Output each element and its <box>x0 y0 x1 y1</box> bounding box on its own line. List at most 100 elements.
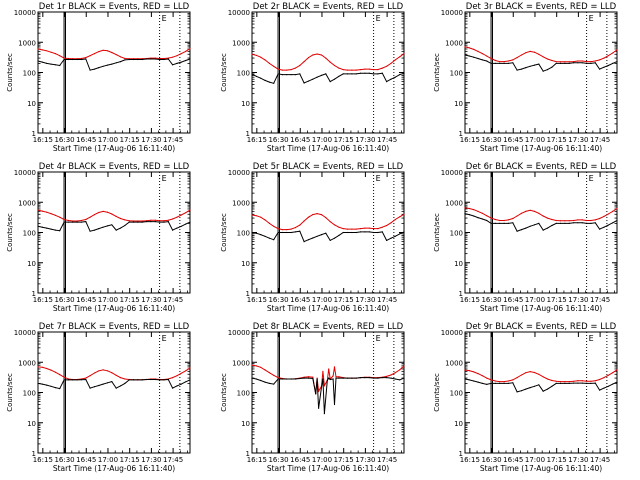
x-tick-label: 17:00 <box>98 456 118 464</box>
data-point <box>612 62 614 64</box>
marker-label: E <box>589 174 594 183</box>
data-point <box>612 210 614 212</box>
x-tick-label: 17:15 <box>120 456 140 464</box>
data-point <box>119 385 122 387</box>
data-point <box>328 368 330 370</box>
data-point <box>98 370 100 372</box>
x-tick-label: 17:15 <box>547 136 567 144</box>
data-point <box>264 219 266 221</box>
data-point <box>54 387 57 389</box>
data-point <box>323 384 325 387</box>
panel-title: Det 5r BLACK = Events, RED = LLD <box>253 162 404 172</box>
data-point <box>320 74 323 76</box>
data-point <box>172 377 174 379</box>
x-tick-label: 17:00 <box>98 136 118 144</box>
y-tick-label: 10000 <box>441 169 463 177</box>
data-point <box>364 227 366 229</box>
data-point <box>146 221 148 223</box>
data-point <box>377 69 379 71</box>
x-tick-label: 17:00 <box>525 456 545 464</box>
data-point <box>586 61 588 63</box>
data-point <box>594 219 596 221</box>
data-point <box>520 54 523 56</box>
data-point <box>364 377 366 379</box>
data-point <box>303 377 305 379</box>
data-point <box>538 384 540 386</box>
data-point <box>616 49 618 51</box>
x-axis-title: Start Time (17-Aug-06 16:11:40) <box>480 304 602 313</box>
y-tick-label: 10 <box>27 100 36 108</box>
y-tick-label: 10000 <box>441 9 463 17</box>
data-point <box>373 73 375 75</box>
data-point <box>542 390 544 392</box>
data-point <box>307 57 310 59</box>
data-point <box>368 231 370 233</box>
x-tick-label: 17:00 <box>98 296 118 304</box>
panel-5: Det 5r BLACK = Events, RED = LLD 1 10 100 10… <box>220 162 405 313</box>
data-point <box>581 382 583 384</box>
data-point <box>102 49 104 51</box>
data-point <box>320 54 323 56</box>
x-tick-label: 16:15 <box>33 136 53 144</box>
data-point <box>255 54 257 56</box>
x-tick-label: 16:45 <box>76 296 96 304</box>
data-point <box>316 235 318 237</box>
data-point <box>477 217 479 219</box>
data-point <box>360 72 362 74</box>
data-point <box>273 225 275 227</box>
data-point <box>373 69 375 71</box>
data-point <box>180 225 182 227</box>
data-point <box>533 224 536 226</box>
data-point <box>525 227 527 229</box>
data-point <box>189 47 191 50</box>
data-point <box>577 382 579 384</box>
data-point <box>351 73 353 75</box>
data-point <box>473 380 475 382</box>
data-point <box>189 58 191 60</box>
data-point <box>499 61 501 63</box>
data-point <box>546 388 549 390</box>
x-tick-label: 17:45 <box>163 136 183 144</box>
x-tick-label: 16:45 <box>76 456 96 464</box>
data-point <box>294 231 296 233</box>
x-tick-label: 17:15 <box>334 456 354 464</box>
data-point <box>307 239 310 241</box>
data-point <box>281 378 283 380</box>
data-point <box>486 383 488 385</box>
data-point <box>499 222 501 224</box>
data-point <box>342 231 344 234</box>
data-point <box>251 377 253 379</box>
data-point <box>89 375 91 377</box>
data-point <box>277 378 279 380</box>
data-point <box>342 69 344 71</box>
data-point <box>481 212 483 214</box>
data-point <box>146 220 148 222</box>
data-point <box>41 49 43 51</box>
x-tick-label: 17:45 <box>590 136 610 144</box>
data-point <box>377 228 379 230</box>
data-point <box>364 68 366 70</box>
data-point <box>494 222 496 224</box>
data-point <box>59 64 61 67</box>
data-point <box>512 62 514 64</box>
data-point <box>512 217 514 220</box>
data-point <box>163 220 165 222</box>
data-point <box>481 59 483 61</box>
x-tick-label: 16:45 <box>290 136 310 144</box>
data-point <box>533 371 536 374</box>
panel-title: Det 9r BLACK = Events, RED = LLD <box>466 322 617 332</box>
data-point <box>586 382 588 384</box>
data-point <box>251 364 253 366</box>
x-tick-label: 17:00 <box>312 456 332 464</box>
x-tick-label: 16:15 <box>247 456 267 464</box>
data-point <box>555 222 557 224</box>
data-point <box>316 76 318 78</box>
panel-1: Det 1r BLACK = Events, RED = LLD 1 10 100 10… <box>6 2 191 153</box>
data-point <box>98 211 100 214</box>
data-point <box>477 373 479 375</box>
data-point <box>277 231 279 234</box>
data-point <box>568 222 570 224</box>
marker-label: E <box>162 174 167 183</box>
y-tick-label: 10 <box>454 260 463 268</box>
x-tick-label: 16:15 <box>247 136 267 144</box>
